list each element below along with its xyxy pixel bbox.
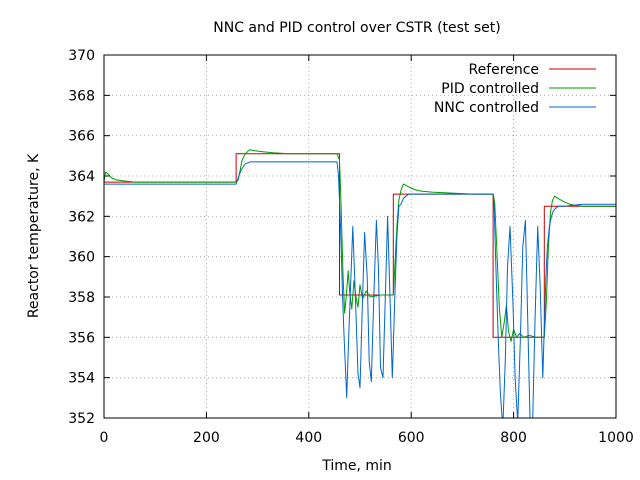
legend-label-pid-controlled: PID controlled: [441, 81, 539, 97]
legend-label-reference: Reference: [469, 62, 540, 78]
y-tick-label: 370: [68, 48, 95, 64]
y-tick-label: 368: [68, 88, 95, 104]
x-tick-label: 0: [100, 430, 109, 446]
data-series: [104, 149, 616, 418]
legend-label-nnc-controlled: NNC controlled: [434, 100, 539, 116]
y-tick-label: 364: [68, 169, 95, 185]
nnc-controlled-line: [104, 161, 616, 418]
y-axis-label: Reactor temperature, K: [26, 153, 42, 318]
legend: Reference PID controlled NNC controlled: [434, 62, 596, 116]
chart-title: NNC and PID control over CSTR (test set): [213, 20, 500, 36]
x-tick-label: 1000: [598, 430, 634, 446]
x-tick-label: 200: [193, 430, 220, 446]
pid-controlled-line: [104, 149, 616, 342]
x-tick-label: 400: [295, 430, 322, 446]
x-tick-label: 800: [500, 430, 527, 446]
y-tick-label: 362: [68, 209, 95, 225]
y-tick-label: 356: [68, 330, 95, 346]
tick-labels: 0 200 400 600 800 1000 352 354 356 358 360 362 364 36…: [68, 48, 634, 446]
x-axis-label: Time, min: [321, 458, 392, 474]
y-tick-label: 354: [68, 371, 95, 387]
y-tick-label: 366: [68, 129, 95, 145]
y-tick-label: 358: [68, 290, 95, 306]
y-tick-label: 360: [68, 250, 95, 266]
x-tick-label: 600: [398, 430, 425, 446]
plot-frame: [103, 54, 617, 419]
y-tick-label: 352: [68, 411, 95, 427]
